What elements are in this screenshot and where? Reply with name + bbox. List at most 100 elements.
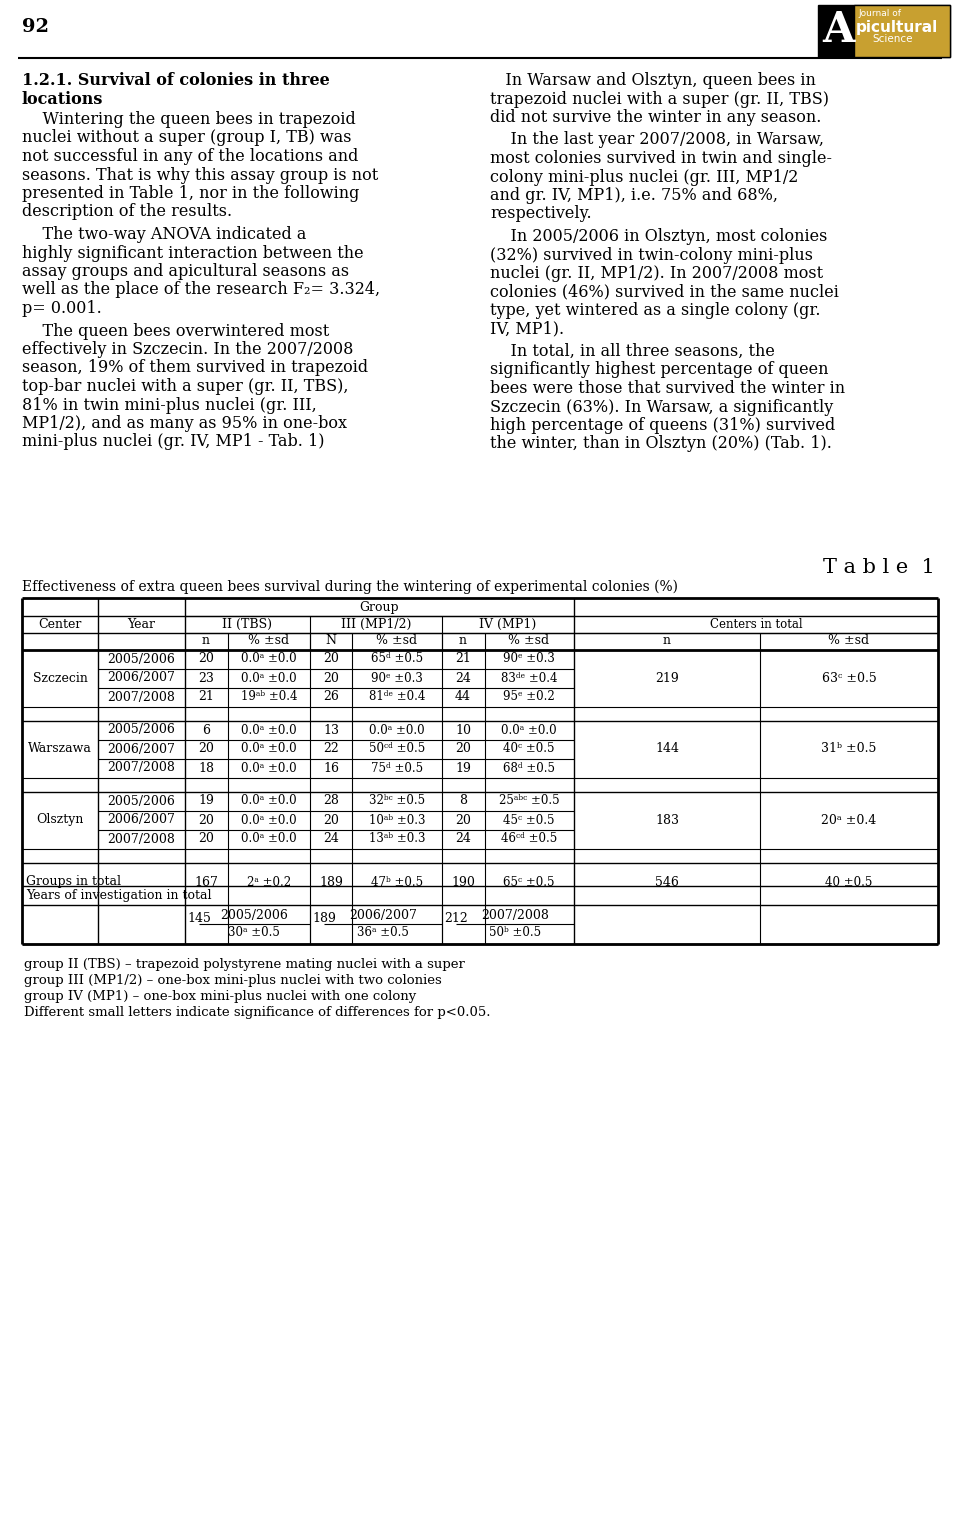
- Text: high percentage of queens (31%) survived: high percentage of queens (31%) survived: [490, 417, 835, 434]
- Text: trapezoid nuclei with a super (gr. II, TBS): trapezoid nuclei with a super (gr. II, T…: [490, 91, 829, 107]
- Text: In 2005/2006 in Olsztyn, most colonies: In 2005/2006 in Olsztyn, most colonies: [490, 229, 828, 245]
- Text: 2006/2007: 2006/2007: [108, 742, 175, 756]
- Text: Different small letters indicate significance of differences for p<0.05.: Different small letters indicate signifi…: [24, 1006, 491, 1019]
- Text: 2007/2008: 2007/2008: [481, 910, 549, 922]
- Text: 65ᶜ ±0.5: 65ᶜ ±0.5: [503, 876, 555, 888]
- Text: Szczecin (63%). In Warsaw, a significantly: Szczecin (63%). In Warsaw, a significant…: [490, 399, 833, 416]
- Text: the winter, than in Olsztyn (20%) (Tab. 1).: the winter, than in Olsztyn (20%) (Tab. …: [490, 436, 832, 453]
- Text: Years of investigation in total: Years of investigation in total: [26, 888, 211, 902]
- Text: Effectiveness of extra queen bees survival during the wintering of experimental : Effectiveness of extra queen bees surviv…: [22, 580, 678, 594]
- Text: 26: 26: [324, 690, 339, 704]
- Text: 50ᵇ ±0.5: 50ᵇ ±0.5: [489, 925, 541, 939]
- Text: 0.0ᵃ ±0.0: 0.0ᵃ ±0.0: [241, 761, 297, 775]
- Text: most colonies survived in twin and single-: most colonies survived in twin and singl…: [490, 150, 832, 167]
- Text: A: A: [822, 9, 854, 51]
- Text: 36ᵃ ±0.5: 36ᵃ ±0.5: [357, 925, 409, 939]
- Text: 10ᵃᵇ ±0.3: 10ᵃᵇ ±0.3: [369, 813, 425, 827]
- Text: N: N: [325, 635, 337, 647]
- Text: 0.0ᵃ ±0.0: 0.0ᵃ ±0.0: [501, 724, 557, 736]
- Text: In total, in all three seasons, the: In total, in all three seasons, the: [490, 344, 775, 360]
- Text: 0.0ᵃ ±0.0: 0.0ᵃ ±0.0: [241, 724, 297, 736]
- Text: 19: 19: [455, 761, 471, 775]
- Bar: [854, 5, 950, 57]
- Text: season, 19% of them survived in trapezoid: season, 19% of them survived in trapezoi…: [22, 359, 368, 376]
- Text: 28: 28: [324, 795, 339, 807]
- Text: n: n: [459, 635, 467, 647]
- Text: group II (TBS) – trapezoid polystyrene mating nuclei with a super: group II (TBS) – trapezoid polystyrene m…: [24, 959, 465, 971]
- Text: 75ᵈ ±0.5: 75ᵈ ±0.5: [371, 761, 423, 775]
- Text: 24: 24: [455, 672, 471, 684]
- Text: respectively.: respectively.: [490, 206, 591, 222]
- Text: MP1/2), and as many as 95% in one-box: MP1/2), and as many as 95% in one-box: [22, 416, 347, 433]
- Text: 20: 20: [198, 813, 214, 827]
- Text: 81ᵈᵉ ±0.4: 81ᵈᵉ ±0.4: [369, 690, 425, 704]
- Text: 2006/2007: 2006/2007: [108, 813, 175, 827]
- Text: 21: 21: [455, 652, 471, 666]
- Text: 212: 212: [444, 913, 468, 925]
- Text: (32%) survived in twin-colony mini-plus: (32%) survived in twin-colony mini-plus: [490, 247, 813, 264]
- Text: 46ᶜᵈ ±0.5: 46ᶜᵈ ±0.5: [501, 833, 557, 845]
- Text: 2007/2008: 2007/2008: [108, 690, 175, 704]
- Text: well as the place of the research F₂= 3.324,: well as the place of the research F₂= 3.…: [22, 282, 380, 299]
- Text: 65ᵈ ±0.5: 65ᵈ ±0.5: [371, 652, 423, 666]
- Text: top-bar nuclei with a super (gr. II, TBS),: top-bar nuclei with a super (gr. II, TBS…: [22, 377, 348, 394]
- Text: bees were those that survived the winter in: bees were those that survived the winter…: [490, 380, 845, 397]
- Text: nuclei (gr. II, MP1/2). In 2007/2008 most: nuclei (gr. II, MP1/2). In 2007/2008 mos…: [490, 265, 823, 282]
- Text: 144: 144: [655, 742, 679, 756]
- Text: n: n: [202, 635, 210, 647]
- Text: colonies (46%) survived in the same nuclei: colonies (46%) survived in the same nucl…: [490, 284, 839, 301]
- Text: not successful in any of the locations and: not successful in any of the locations a…: [22, 147, 358, 166]
- Text: 219: 219: [655, 672, 679, 684]
- Text: 13ᵃᵇ ±0.3: 13ᵃᵇ ±0.3: [369, 833, 425, 845]
- Text: 0.0ᵃ ±0.0: 0.0ᵃ ±0.0: [241, 672, 297, 684]
- Text: 19: 19: [198, 795, 214, 807]
- Text: Olsztyn: Olsztyn: [36, 813, 84, 827]
- Text: 20: 20: [198, 742, 214, 756]
- Text: p= 0.001.: p= 0.001.: [22, 301, 102, 318]
- Text: highly significant interaction between the: highly significant interaction between t…: [22, 244, 364, 261]
- Text: Centers in total: Centers in total: [709, 618, 803, 630]
- Text: 2005/2006: 2005/2006: [220, 910, 288, 922]
- Text: 13: 13: [323, 724, 339, 736]
- Text: 2006/2007: 2006/2007: [349, 910, 417, 922]
- Text: Year: Year: [127, 618, 155, 630]
- Text: Science: Science: [872, 34, 913, 44]
- Text: 2005/2006: 2005/2006: [108, 795, 175, 807]
- Text: % ±sd: % ±sd: [376, 635, 418, 647]
- Text: 20: 20: [198, 833, 214, 845]
- Text: colony mini-plus nuclei (gr. III, MP1/2: colony mini-plus nuclei (gr. III, MP1/2: [490, 169, 799, 186]
- Text: description of the results.: description of the results.: [22, 204, 232, 221]
- Text: 24: 24: [324, 833, 339, 845]
- Text: 190: 190: [451, 876, 475, 888]
- Text: 47ᵇ ±0.5: 47ᵇ ±0.5: [371, 876, 423, 888]
- Text: Warszawa: Warszawa: [28, 742, 92, 756]
- Text: T a b l e  1: T a b l e 1: [823, 558, 935, 577]
- Text: In the last year 2007/2008, in Warsaw,: In the last year 2007/2008, in Warsaw,: [490, 132, 824, 149]
- Text: Group: Group: [359, 600, 398, 614]
- Text: 68ᵈ ±0.5: 68ᵈ ±0.5: [503, 761, 555, 775]
- Text: 20: 20: [324, 672, 339, 684]
- Bar: [818, 5, 950, 57]
- Text: 2007/2008: 2007/2008: [108, 833, 175, 845]
- Text: 25ᵃᵇᶜ ±0.5: 25ᵃᵇᶜ ±0.5: [498, 795, 560, 807]
- Text: % ±sd: % ±sd: [828, 635, 870, 647]
- Text: IV, MP1).: IV, MP1).: [490, 321, 564, 337]
- Text: 20: 20: [324, 652, 339, 666]
- Text: 2005/2006: 2005/2006: [108, 652, 175, 666]
- Text: 20: 20: [455, 813, 471, 827]
- Text: 2005/2006: 2005/2006: [108, 724, 175, 736]
- Text: significantly highest percentage of queen: significantly highest percentage of quee…: [490, 362, 828, 379]
- Text: 0.0ᵃ ±0.0: 0.0ᵃ ±0.0: [241, 813, 297, 827]
- Text: seasons. That is why this assay group is not: seasons. That is why this assay group is…: [22, 167, 378, 184]
- Text: 40ᶜ ±0.5: 40ᶜ ±0.5: [503, 742, 555, 756]
- Text: 32ᵇᶜ ±0.5: 32ᵇᶜ ±0.5: [369, 795, 425, 807]
- Text: presented in Table 1, nor in the following: presented in Table 1, nor in the followi…: [22, 186, 359, 202]
- Text: 90ᵉ ±0.3: 90ᵉ ±0.3: [503, 652, 555, 666]
- Text: 23: 23: [198, 672, 214, 684]
- Text: The two-way ANOVA indicated a: The two-way ANOVA indicated a: [22, 225, 306, 242]
- Text: mini-plus nuclei (gr. IV, MP1 - Tab. 1): mini-plus nuclei (gr. IV, MP1 - Tab. 1): [22, 434, 324, 451]
- Text: 24: 24: [455, 833, 471, 845]
- Text: % ±sd: % ±sd: [249, 635, 290, 647]
- Text: 19ᵃᵇ ±0.4: 19ᵃᵇ ±0.4: [241, 690, 298, 704]
- Text: 95ᵉ ±0.2: 95ᵉ ±0.2: [503, 690, 555, 704]
